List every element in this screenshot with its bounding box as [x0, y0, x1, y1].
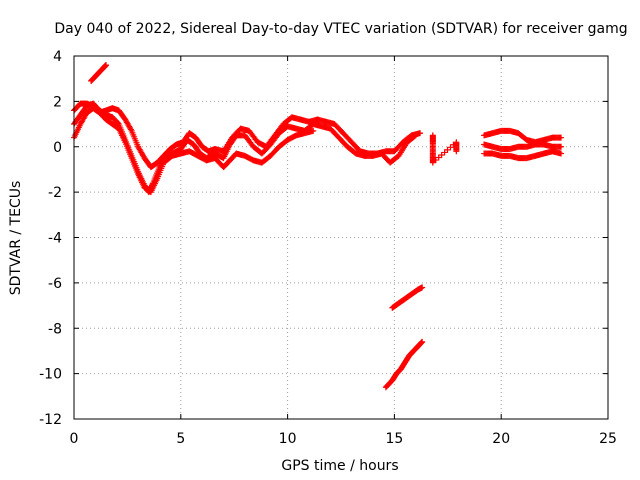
- y-tick-label: -6: [48, 276, 62, 292]
- data-point: [103, 62, 110, 69]
- data-point: [419, 338, 426, 345]
- data-point: [558, 143, 565, 150]
- series-track-b: [71, 100, 424, 171]
- data-point: [558, 150, 565, 157]
- x-tick-label: 25: [599, 431, 617, 447]
- data-points: [71, 62, 565, 391]
- series-isolated: [429, 132, 460, 166]
- series-low-track-upper: [389, 284, 426, 311]
- data-point: [419, 284, 426, 291]
- x-tick-label: 0: [70, 431, 79, 447]
- y-tick-label: 0: [53, 140, 62, 156]
- chart-title: Day 040 of 2022, Sidereal Day-to-day VTE…: [54, 21, 627, 37]
- data-point: [417, 130, 424, 137]
- y-tick-label: -12: [39, 412, 62, 428]
- y-tick-label: -10: [39, 367, 62, 383]
- series-evening-low: [481, 148, 565, 162]
- x-tick-label: 15: [385, 431, 403, 447]
- x-tick-label: 5: [176, 431, 185, 447]
- y-tick-label: -8: [48, 321, 62, 337]
- plot-frame: [73, 55, 609, 420]
- series-low-track-lower: [382, 338, 426, 391]
- x-tick-label: 20: [492, 431, 510, 447]
- series-rising-burst: [88, 62, 110, 84]
- series-evening-mid: [481, 141, 565, 153]
- data-point: [453, 148, 460, 155]
- data-point: [558, 134, 565, 141]
- grid-lines: [74, 56, 608, 419]
- y-tick-label: -2: [48, 185, 62, 201]
- series-track-c: [71, 105, 317, 196]
- x-axis-label: GPS time / hours: [281, 458, 398, 474]
- x-tick-label: 10: [279, 431, 297, 447]
- y-tick-label: -4: [48, 231, 62, 247]
- data-point: [310, 127, 317, 134]
- series-evening-cluster: [481, 127, 565, 146]
- y-tick-label: 4: [53, 49, 62, 65]
- y-tick-label: 2: [53, 94, 62, 110]
- y-axis-label: SDTVAR / TECUs: [8, 181, 24, 296]
- axis-ticks: 0 5 10 15 20 25 -12 -10 -8 -6 -4 -2 0 2 4: [39, 49, 617, 447]
